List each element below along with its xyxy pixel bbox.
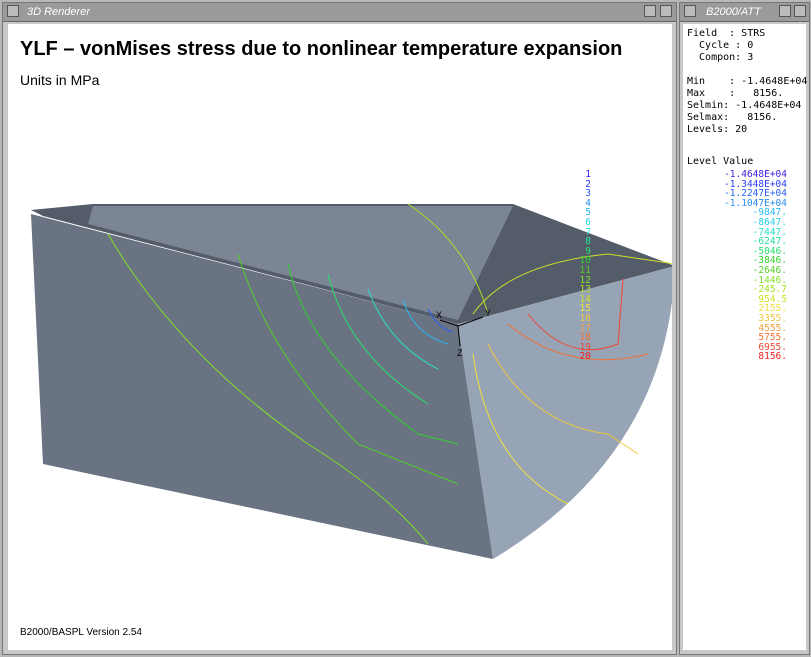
footer: B2000/BASPL Version 2.54: [20, 627, 142, 638]
minimize-button[interactable]: [644, 5, 656, 17]
info-line: [687, 64, 807, 76]
screen: 3D Renderer YLF – vonMises stress due to…: [0, 0, 811, 657]
minimize-button[interactable]: [779, 5, 791, 17]
maximize-button[interactable]: [794, 5, 806, 17]
render-canvas: YLF – vonMises stress due to nonlinear t…: [8, 24, 672, 650]
info-line: Selmin: -1.4648E+04: [687, 100, 807, 112]
info-line: Max : 8156.: [687, 88, 807, 100]
axis-x-label: X: [436, 310, 442, 320]
title-bar: B2000/ATT: [680, 3, 809, 22]
attribute-window: B2000/ATT Field : STRS Cycle : 0 Compon:…: [679, 2, 810, 655]
maximize-button[interactable]: [660, 5, 672, 17]
attribute-canvas: Field : STRS Cycle : 0 Compon: 3 Min : -1…: [683, 24, 806, 650]
level-number: 20: [580, 352, 591, 362]
model-view: X Y Z: [8, 24, 672, 624]
menu-button[interactable]: [7, 5, 19, 17]
axis-y-label: Y: [485, 308, 491, 318]
info-block: Field : STRS Cycle : 0 Compon: 3 Min : -1…: [687, 28, 807, 136]
info-line: Compon: 3: [687, 52, 807, 64]
info-line: Min : -1.4648E+04: [687, 76, 807, 88]
info-line: Field : STRS: [687, 28, 807, 40]
title-bar: 3D Renderer: [3, 3, 676, 22]
renderer-window: 3D Renderer YLF – vonMises stress due to…: [2, 2, 677, 655]
menu-button[interactable]: [684, 5, 696, 17]
axis-z-label: Z: [457, 348, 463, 358]
level-header: Level Value: [687, 156, 753, 168]
level-value: 8156.: [723, 352, 787, 362]
info-line: Levels: 20: [687, 124, 807, 136]
info-line: Cycle : 0: [687, 40, 807, 52]
info-line: Selmax: 8156.: [687, 112, 807, 124]
window-title: 3D Renderer: [27, 6, 90, 18]
window-title: B2000/ATT: [706, 6, 761, 18]
